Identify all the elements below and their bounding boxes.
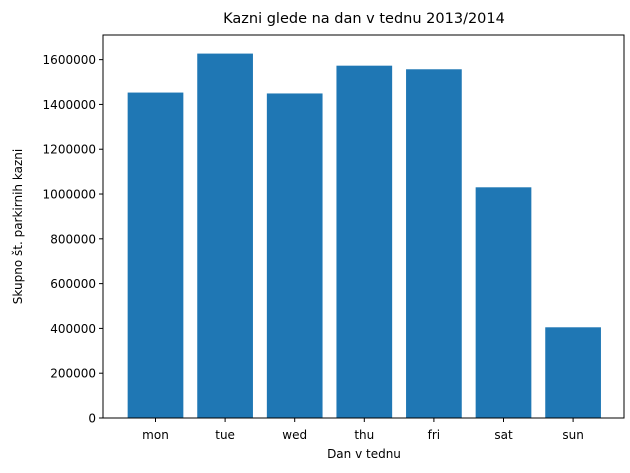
y-tick-label-600000: 600000 xyxy=(50,277,96,291)
y-axis-label: Skupno št. parkirnih kazni xyxy=(11,149,25,304)
y-tick-label-800000: 800000 xyxy=(50,232,96,246)
x-axis: mon tue wed thu fri sat sun xyxy=(142,418,584,442)
y-tick-label-200000: 200000 xyxy=(50,367,96,381)
bars-group xyxy=(127,53,601,419)
bar-mon xyxy=(127,92,184,418)
x-tick-label-thu: thu xyxy=(354,428,374,442)
x-tick-label-sun: sun xyxy=(562,428,583,442)
y-tick-label-1200000: 1200000 xyxy=(43,143,96,157)
bar-sat xyxy=(475,187,532,418)
x-tick-label-fri: fri xyxy=(428,428,441,442)
bar-wed xyxy=(266,93,323,419)
x-tick-label-sat: sat xyxy=(494,428,513,442)
x-axis-label: Dan v tednu xyxy=(327,447,401,461)
y-tick-label-400000: 400000 xyxy=(50,322,96,336)
chart-title: Kazni glede na dan v tednu 2013/2014 xyxy=(223,11,505,27)
y-tick-label-1400000: 1400000 xyxy=(43,98,96,112)
bar-fri xyxy=(406,69,462,419)
bar-thu xyxy=(336,65,393,419)
y-tick-label-1600000: 1600000 xyxy=(43,53,96,67)
x-tick-label-tue: tue xyxy=(215,428,235,442)
bar-tue xyxy=(197,53,253,419)
y-tick-label-1000000: 1000000 xyxy=(43,188,96,202)
plot-frame xyxy=(102,34,625,419)
x-tick-label-mon: mon xyxy=(142,428,169,442)
plot-area xyxy=(102,34,625,419)
bar-sun xyxy=(545,327,601,418)
y-tick-label-0: 0 xyxy=(88,412,96,426)
y-axis: 0 200000 400000 600000 800000 1000000 1200000 1… xyxy=(43,53,103,426)
x-tick-label-wed: wed xyxy=(282,428,307,442)
